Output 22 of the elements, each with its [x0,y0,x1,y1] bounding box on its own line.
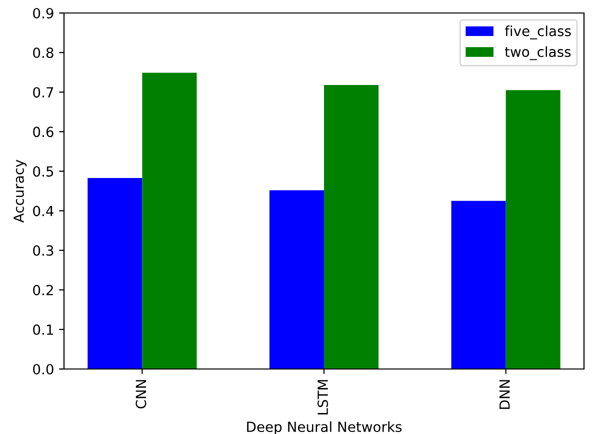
y-tick-label: 0.3 [33,245,54,256]
y-tick-label: 0.1 [33,324,53,335]
x-tick-label: LSTM [318,380,328,414]
y-tick-label: 0.9 [33,8,54,18]
y-tick-label: 0.8 [33,48,54,58]
y-tick-label: 0.0 [33,364,54,374]
bar [88,178,142,369]
y-tick-label: 0.2 [33,284,53,296]
bar [324,84,379,369]
legend-label: five_class [504,26,571,40]
y-tick-label: 0.4 [33,206,54,216]
y-axis-title: Accuracy [14,160,27,223]
y-tick-label: 0.5 [33,166,54,177]
x-tick-label: DNN [500,380,510,409]
y-tick-label: 0.6 [33,126,54,138]
x-tick-label: CNN [136,380,146,408]
bar [269,190,324,369]
legend-label: two_class [504,46,571,60]
bar [451,200,506,369]
bar [506,90,560,369]
bar [142,72,197,369]
y-tick-label: 0.7 [33,87,54,98]
